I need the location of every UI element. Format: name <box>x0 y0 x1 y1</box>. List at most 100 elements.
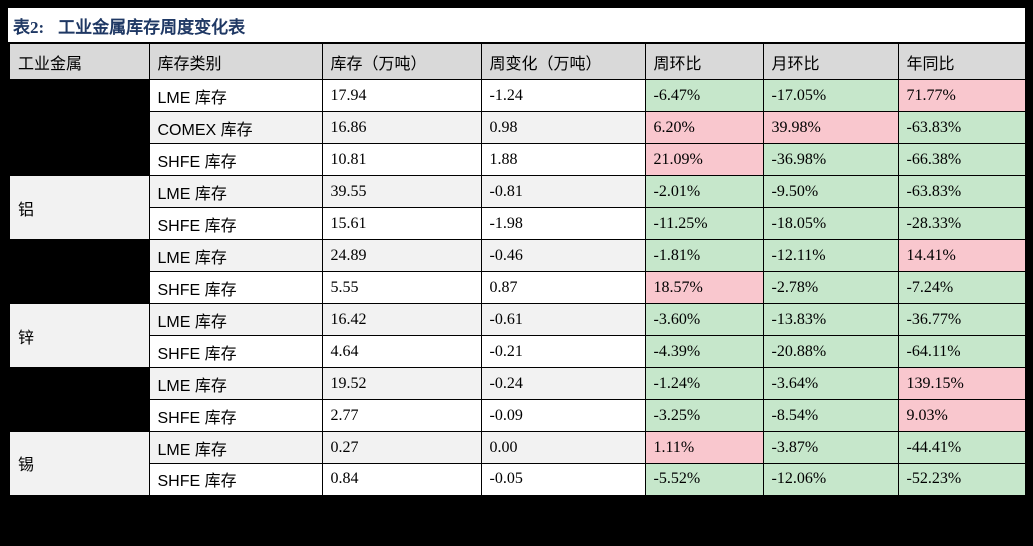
table-row: SHFE 库存 5.55 0.87 18.57% -2.78% -7.24% <box>9 271 1027 304</box>
yoy-cell: -44.41% <box>897 431 1027 464</box>
week-change-cell: 0.98 <box>480 111 646 144</box>
category-cell: SHFE 库存 <box>148 463 323 496</box>
header-yoy: 年同比 <box>897 42 1027 80</box>
week-change-cell: -0.24 <box>480 367 646 400</box>
metal-cell-aluminum: 铝 <box>8 175 150 240</box>
table-row: SHFE 库存 15.61 -1.98 -11.25% -18.05% -28.… <box>9 207 1027 240</box>
yoy-cell: -64.11% <box>897 335 1027 368</box>
yoy-cell: -66.38% <box>897 143 1027 176</box>
mom-cell: -13.83% <box>762 303 899 336</box>
inventory-cell: 0.27 <box>321 431 482 464</box>
week-change-cell: 1.88 <box>480 143 646 176</box>
mom-cell: -17.05% <box>762 79 899 112</box>
header-inventory: 库存（万吨） <box>321 42 482 80</box>
yoy-cell: 71.77% <box>897 79 1027 112</box>
metal-cell-redacted <box>8 79 150 176</box>
table-row: 铝 LME 库存 39.55 -0.81 -2.01% -9.50% -63.8… <box>8 175 1027 240</box>
category-cell: COMEX 库存 <box>148 111 323 144</box>
header-metal: 工业金属 <box>8 42 150 80</box>
yoy-cell: -7.24% <box>897 271 1027 304</box>
metal-cell-zinc: 锌 <box>8 303 150 368</box>
inventory-cell: 16.42 <box>321 303 482 336</box>
category-cell: SHFE 库存 <box>148 207 323 240</box>
category-cell: LME 库存 <box>148 239 323 272</box>
yoy-cell: 139.15% <box>897 367 1027 400</box>
inventory-cell: 15.61 <box>321 207 482 240</box>
inventory-cell: 19.52 <box>321 367 482 400</box>
category-cell: SHFE 库存 <box>148 399 323 432</box>
yoy-cell: -28.33% <box>897 207 1027 240</box>
wow-cell: -6.47% <box>644 79 764 112</box>
header-wow: 周环比 <box>644 42 764 80</box>
table-row: SHFE 库存 10.81 1.88 21.09% -36.98% -66.38… <box>9 143 1027 176</box>
category-cell: LME 库存 <box>148 303 323 336</box>
mom-cell: -2.78% <box>762 271 899 304</box>
category-cell: LME 库存 <box>148 79 323 112</box>
table-row: LME 库存 17.94 -1.24 -6.47% -17.05% 71.77% <box>8 79 1027 176</box>
mom-cell: -3.64% <box>762 367 899 400</box>
table-title-text: 工业金属库存周度变化表 <box>58 17 246 37</box>
table-row: SHFE 库存 4.64 -0.21 -4.39% -20.88% -64.11… <box>9 335 1027 368</box>
inventory-change-table: 工业金属 库存类别 库存（万吨） 周变化（万吨） 周环比 月环比 年同比 LME… <box>8 42 1027 497</box>
inventory-cell: 2.77 <box>321 399 482 432</box>
mom-cell: -12.06% <box>762 463 899 496</box>
mom-cell: -20.88% <box>762 335 899 368</box>
wow-cell: -11.25% <box>644 207 764 240</box>
inventory-cell: 39.55 <box>321 175 482 208</box>
mom-cell: -36.98% <box>762 143 899 176</box>
inventory-cell: 0.84 <box>321 463 482 496</box>
mom-cell: -12.11% <box>762 239 899 272</box>
yoy-cell: -63.83% <box>897 175 1027 208</box>
table-title: 表2: 工业金属库存周度变化表 <box>8 13 245 38</box>
table-title-band: 表2: 工业金属库存周度变化表 <box>8 8 1025 42</box>
yoy-cell: -52.23% <box>897 463 1027 496</box>
wow-cell: 1.11% <box>644 431 764 464</box>
yoy-cell: 9.03% <box>897 399 1027 432</box>
category-cell: SHFE 库存 <box>148 143 323 176</box>
category-cell: LME 库存 <box>148 431 323 464</box>
metal-cell-tin: 锡 <box>8 431 150 496</box>
inventory-cell: 4.64 <box>321 335 482 368</box>
week-change-cell: -0.61 <box>480 303 646 336</box>
week-change-cell: -1.24 <box>480 79 646 112</box>
redacted-footer-area <box>8 496 1025 546</box>
wow-cell: -5.52% <box>644 463 764 496</box>
wow-cell: -2.01% <box>644 175 764 208</box>
metal-cell-redacted <box>8 239 150 304</box>
wow-cell: -1.81% <box>644 239 764 272</box>
category-cell: LME 库存 <box>148 367 323 400</box>
table-row: 锡 LME 库存 0.27 0.00 1.11% -3.87% -44.41% <box>8 431 1027 496</box>
week-change-cell: -0.46 <box>480 239 646 272</box>
wow-cell: -4.39% <box>644 335 764 368</box>
header-mom: 月环比 <box>762 42 899 80</box>
week-change-cell: -0.05 <box>480 463 646 496</box>
inventory-cell: 5.55 <box>321 271 482 304</box>
table-title-prefix: 表2: <box>13 17 45 37</box>
table-row: 锌 LME 库存 16.42 -0.61 -3.60% -13.83% -36.… <box>8 303 1027 368</box>
header-week-change: 周变化（万吨） <box>480 42 646 80</box>
inventory-cell: 17.94 <box>321 79 482 112</box>
mom-cell: -8.54% <box>762 399 899 432</box>
wow-cell: 21.09% <box>644 143 764 176</box>
inventory-cell: 16.86 <box>321 111 482 144</box>
week-change-cell: -0.09 <box>480 399 646 432</box>
week-change-cell: 0.00 <box>480 431 646 464</box>
inventory-cell: 24.89 <box>321 239 482 272</box>
category-cell: LME 库存 <box>148 175 323 208</box>
table-row: LME 库存 24.89 -0.46 -1.81% -12.11% 14.41% <box>8 239 1027 304</box>
table-row: LME 库存 19.52 -0.24 -1.24% -3.64% 139.15% <box>8 367 1027 432</box>
wow-cell: -3.60% <box>644 303 764 336</box>
report-content: 表2: 工业金属库存周度变化表 工业金属 库存类别 库存（万吨） 周变化（万吨） … <box>8 8 1027 546</box>
header-row: 工业金属 库存类别 库存（万吨） 周变化（万吨） 周环比 月环比 年同比 <box>8 42 1027 80</box>
yoy-cell: -36.77% <box>897 303 1027 336</box>
yoy-cell: -63.83% <box>897 111 1027 144</box>
mom-cell: -18.05% <box>762 207 899 240</box>
mom-cell: -3.87% <box>762 431 899 464</box>
table-row: SHFE 库存 0.84 -0.05 -5.52% -12.06% -52.23… <box>9 463 1027 496</box>
category-cell: SHFE 库存 <box>148 271 323 304</box>
wow-cell: -1.24% <box>644 367 764 400</box>
wow-cell: -3.25% <box>644 399 764 432</box>
inventory-cell: 10.81 <box>321 143 482 176</box>
week-change-cell: 0.87 <box>480 271 646 304</box>
mom-cell: 39.98% <box>762 111 899 144</box>
